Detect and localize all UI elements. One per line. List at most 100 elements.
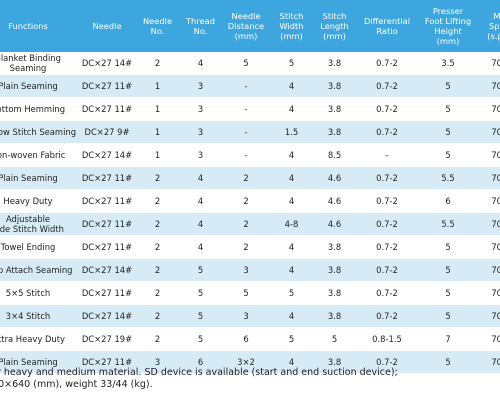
table-cell: 0.7-2 — [356, 120, 418, 144]
table-cell: 3.8 — [313, 52, 356, 75]
table-cell: 0.8-1.5 — [356, 327, 418, 351]
table-cell: 2 — [136, 281, 179, 305]
table-cell: 6 — [179, 350, 222, 374]
table-header-row: Functions Needle Needle No. Thread No. Needl… — [0, 0, 500, 52]
function-cell: Plain Seaming — [0, 74, 78, 98]
table-cell: 4 — [179, 235, 222, 259]
table-cell: 3.8 — [313, 258, 356, 282]
table-cell: - — [356, 143, 418, 167]
table-cell: 7000 — [478, 258, 500, 282]
table-cell: 4 — [270, 189, 313, 213]
table-cell: 3 — [222, 304, 270, 328]
table-cell: 7000 — [478, 120, 500, 144]
table-cell: 3 — [179, 120, 222, 144]
function-cell: Heavy Duty — [0, 189, 78, 213]
table-cell: 0.7-2 — [356, 212, 418, 236]
table-cell: - — [222, 120, 270, 144]
table-cell: 4 — [270, 235, 313, 259]
table-cell: 1 — [136, 97, 179, 121]
table-cell: 3.8 — [313, 304, 356, 328]
table-cell: 3.8 — [313, 74, 356, 98]
table-cell: 3.8 — [313, 350, 356, 374]
function-cell: Plain Seaming — [0, 350, 78, 374]
table-cell: 4 — [179, 189, 222, 213]
table-cell: 2 — [222, 166, 270, 190]
table-cell: 3 — [136, 350, 179, 374]
function-cell: Towel Ending — [0, 235, 78, 259]
table-cell: 4 — [179, 212, 222, 236]
table-cell: DC×27 14# — [78, 304, 136, 328]
table-cell: 3.8 — [313, 235, 356, 259]
table-cell: 4 — [270, 258, 313, 282]
table-cell: 3.8 — [313, 97, 356, 121]
table-cell: 5 — [418, 97, 478, 121]
table-cell: DC×27 11# — [78, 74, 136, 98]
table-body: Blanket Binding Seaming DC×27 14# 2 4 5 5 3.8 0… — [0, 52, 500, 374]
table-cell: 1.5 — [270, 120, 313, 144]
spec-table: Functions Needle Needle No. Thread No. Needl… — [0, 0, 500, 374]
function-cell: Plain Seaming — [0, 166, 78, 190]
function-cell: 5×5 Stitch — [0, 281, 78, 305]
table-cell: 5 — [418, 120, 478, 144]
table-cell: 5 — [179, 327, 222, 351]
table-cell: 4 — [270, 166, 313, 190]
table-cell: DC×27 11# — [78, 97, 136, 121]
table-cell: 7000 — [478, 350, 500, 374]
table-cell: 5 — [222, 281, 270, 305]
table-cell: 5 — [418, 74, 478, 98]
table-cell: 0.7-2 — [356, 52, 418, 75]
function-cell: Extra Heavy Duty — [0, 327, 78, 351]
table-cell: 3 — [222, 258, 270, 282]
table-cell: 2 — [136, 327, 179, 351]
table-cell: 5 — [418, 350, 478, 374]
table-cell: DC×27 11# — [78, 166, 136, 190]
table-cell: 7 — [418, 327, 478, 351]
column-header: Needle — [78, 0, 136, 52]
table-cell: 5.5 — [418, 212, 478, 236]
table-cell: 0.7-2 — [356, 189, 418, 213]
table-cell: 0.7-2 — [356, 350, 418, 374]
table-cell: 6 — [222, 327, 270, 351]
table-cell: 5 — [418, 304, 478, 328]
table-cell: 3.8 — [313, 281, 356, 305]
table-cell: 5 — [418, 258, 478, 282]
table-cell: 4 — [270, 97, 313, 121]
table-cell: 5 — [179, 281, 222, 305]
table-cell: 2 — [222, 212, 270, 236]
table-cell: 6 — [418, 189, 478, 213]
table-cell: 2 — [136, 189, 179, 213]
table-cell: 4.6 — [313, 166, 356, 190]
table-cell: 4 — [179, 52, 222, 75]
table-cell: DC×27 14# — [78, 52, 136, 75]
column-header: Functions — [0, 0, 78, 52]
table-cell: 5 — [418, 235, 478, 259]
table-cell: 7000 — [478, 74, 500, 98]
table-cell: DC×27 9# — [78, 120, 136, 144]
function-cell: Non-woven Fabric — [0, 143, 78, 167]
function-cell: Strip Attach Seaming — [0, 258, 78, 282]
table-cell: 5 — [313, 327, 356, 351]
table-cell: 0.7-2 — [356, 304, 418, 328]
column-header: Needle No. — [136, 0, 179, 52]
table-cell: 7000 — [478, 212, 500, 236]
table-cell: 2 — [136, 212, 179, 236]
table-cell: 7000 — [478, 52, 500, 75]
function-cell: Narrow Stitch Seaming — [0, 120, 78, 144]
table-cell: 3.5 — [418, 52, 478, 75]
table-cell: 2 — [222, 189, 270, 213]
table-cell: 2 — [222, 235, 270, 259]
table-cell: 5 — [222, 52, 270, 75]
table-cell: 2 — [136, 258, 179, 282]
table-cell: 2 — [136, 304, 179, 328]
table-cell: 0.7-2 — [356, 235, 418, 259]
table-cell: DC×27 11# — [78, 212, 136, 236]
